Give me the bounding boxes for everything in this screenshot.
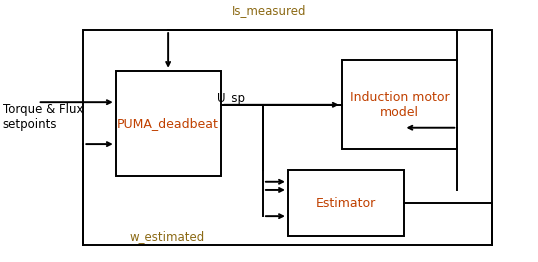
Bar [288,170,404,236]
Text: w_estimated: w_estimated [129,230,204,243]
Text: Is_measured: Is_measured [232,4,306,17]
Text: Torque & Flux
setpoints: Torque & Flux setpoints [3,103,83,130]
Text: Estimator: Estimator [316,196,376,210]
Bar [342,60,457,149]
Bar [83,30,492,245]
Text: U_sp: U_sp [217,92,245,105]
Text: PUMA_deadbeat: PUMA_deadbeat [117,117,219,130]
Bar [116,71,221,176]
Text: Induction motor
model: Induction motor model [350,91,449,119]
